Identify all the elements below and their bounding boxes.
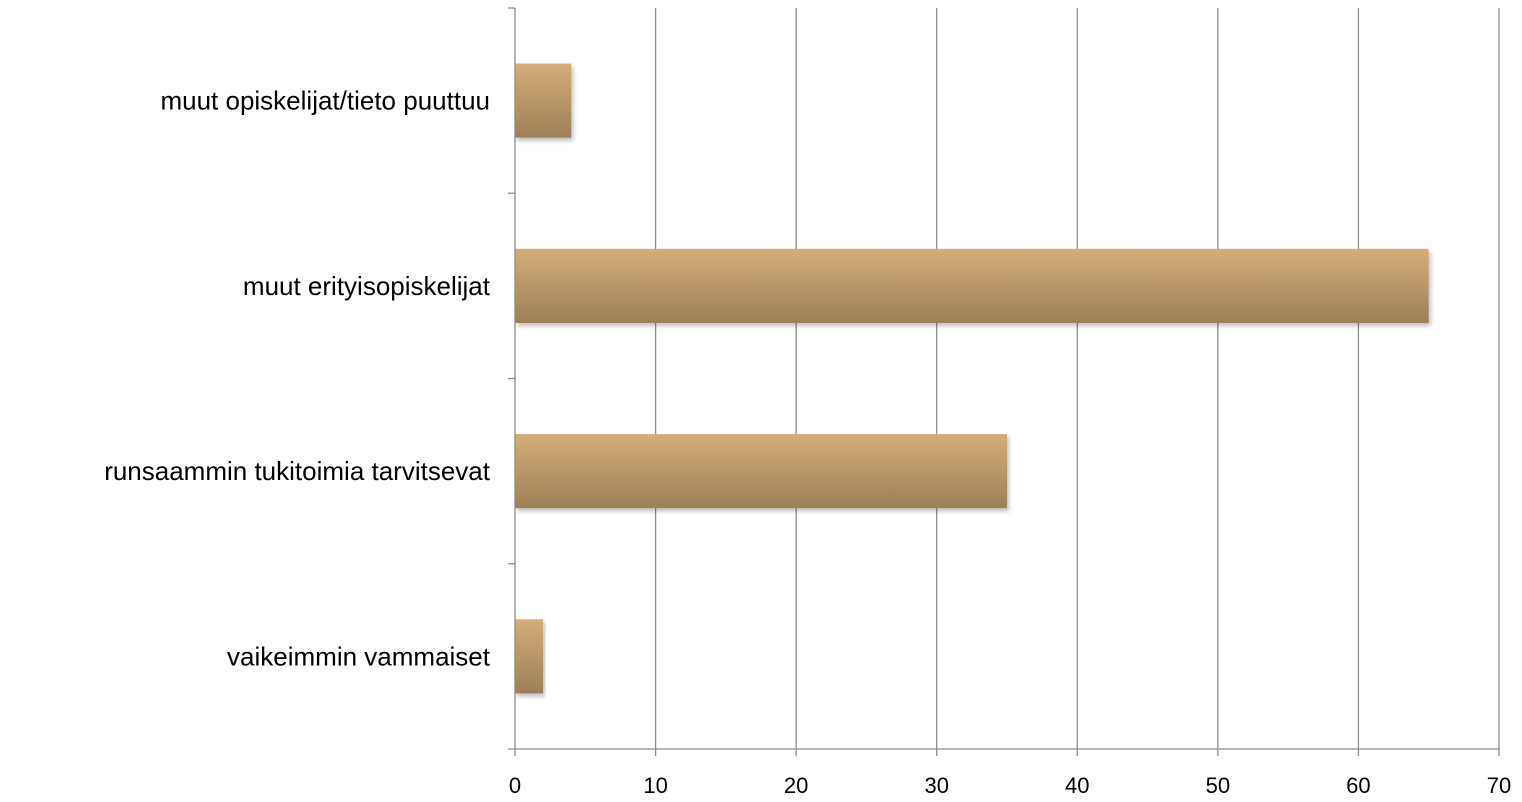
- x-tick-label-0: 0: [509, 773, 521, 798]
- x-tick-label-40: 40: [1065, 773, 1089, 798]
- category-label-3: muut erityisopiskelijat: [243, 271, 491, 301]
- axes: [508, 7, 1500, 756]
- category-label-2: runsaammin tukitoimia tarvitsevat: [104, 456, 491, 486]
- bars: [515, 63, 1429, 694]
- x-tick-label-70: 70: [1487, 773, 1511, 798]
- bar-3: [515, 248, 1429, 323]
- gridlines: [654, 8, 1500, 749]
- category-label-4: muut opiskelijat/tieto puuttuu: [160, 86, 490, 116]
- x-tick-label-60: 60: [1346, 773, 1370, 798]
- x-tick-label-10: 10: [643, 773, 667, 798]
- x-tick-label-50: 50: [1206, 773, 1230, 798]
- x-tick-label-30: 30: [924, 773, 948, 798]
- bar-1: [515, 619, 544, 694]
- labels: 0 10 20 30 40 50 60 70 vaikeimmin vammaiset runsa…: [104, 86, 1511, 798]
- category-label-1: vaikeimmin vammaiset: [227, 641, 491, 671]
- bar-4: [515, 63, 572, 138]
- x-tick-label-20: 20: [784, 773, 808, 798]
- bar-2: [515, 434, 1007, 509]
